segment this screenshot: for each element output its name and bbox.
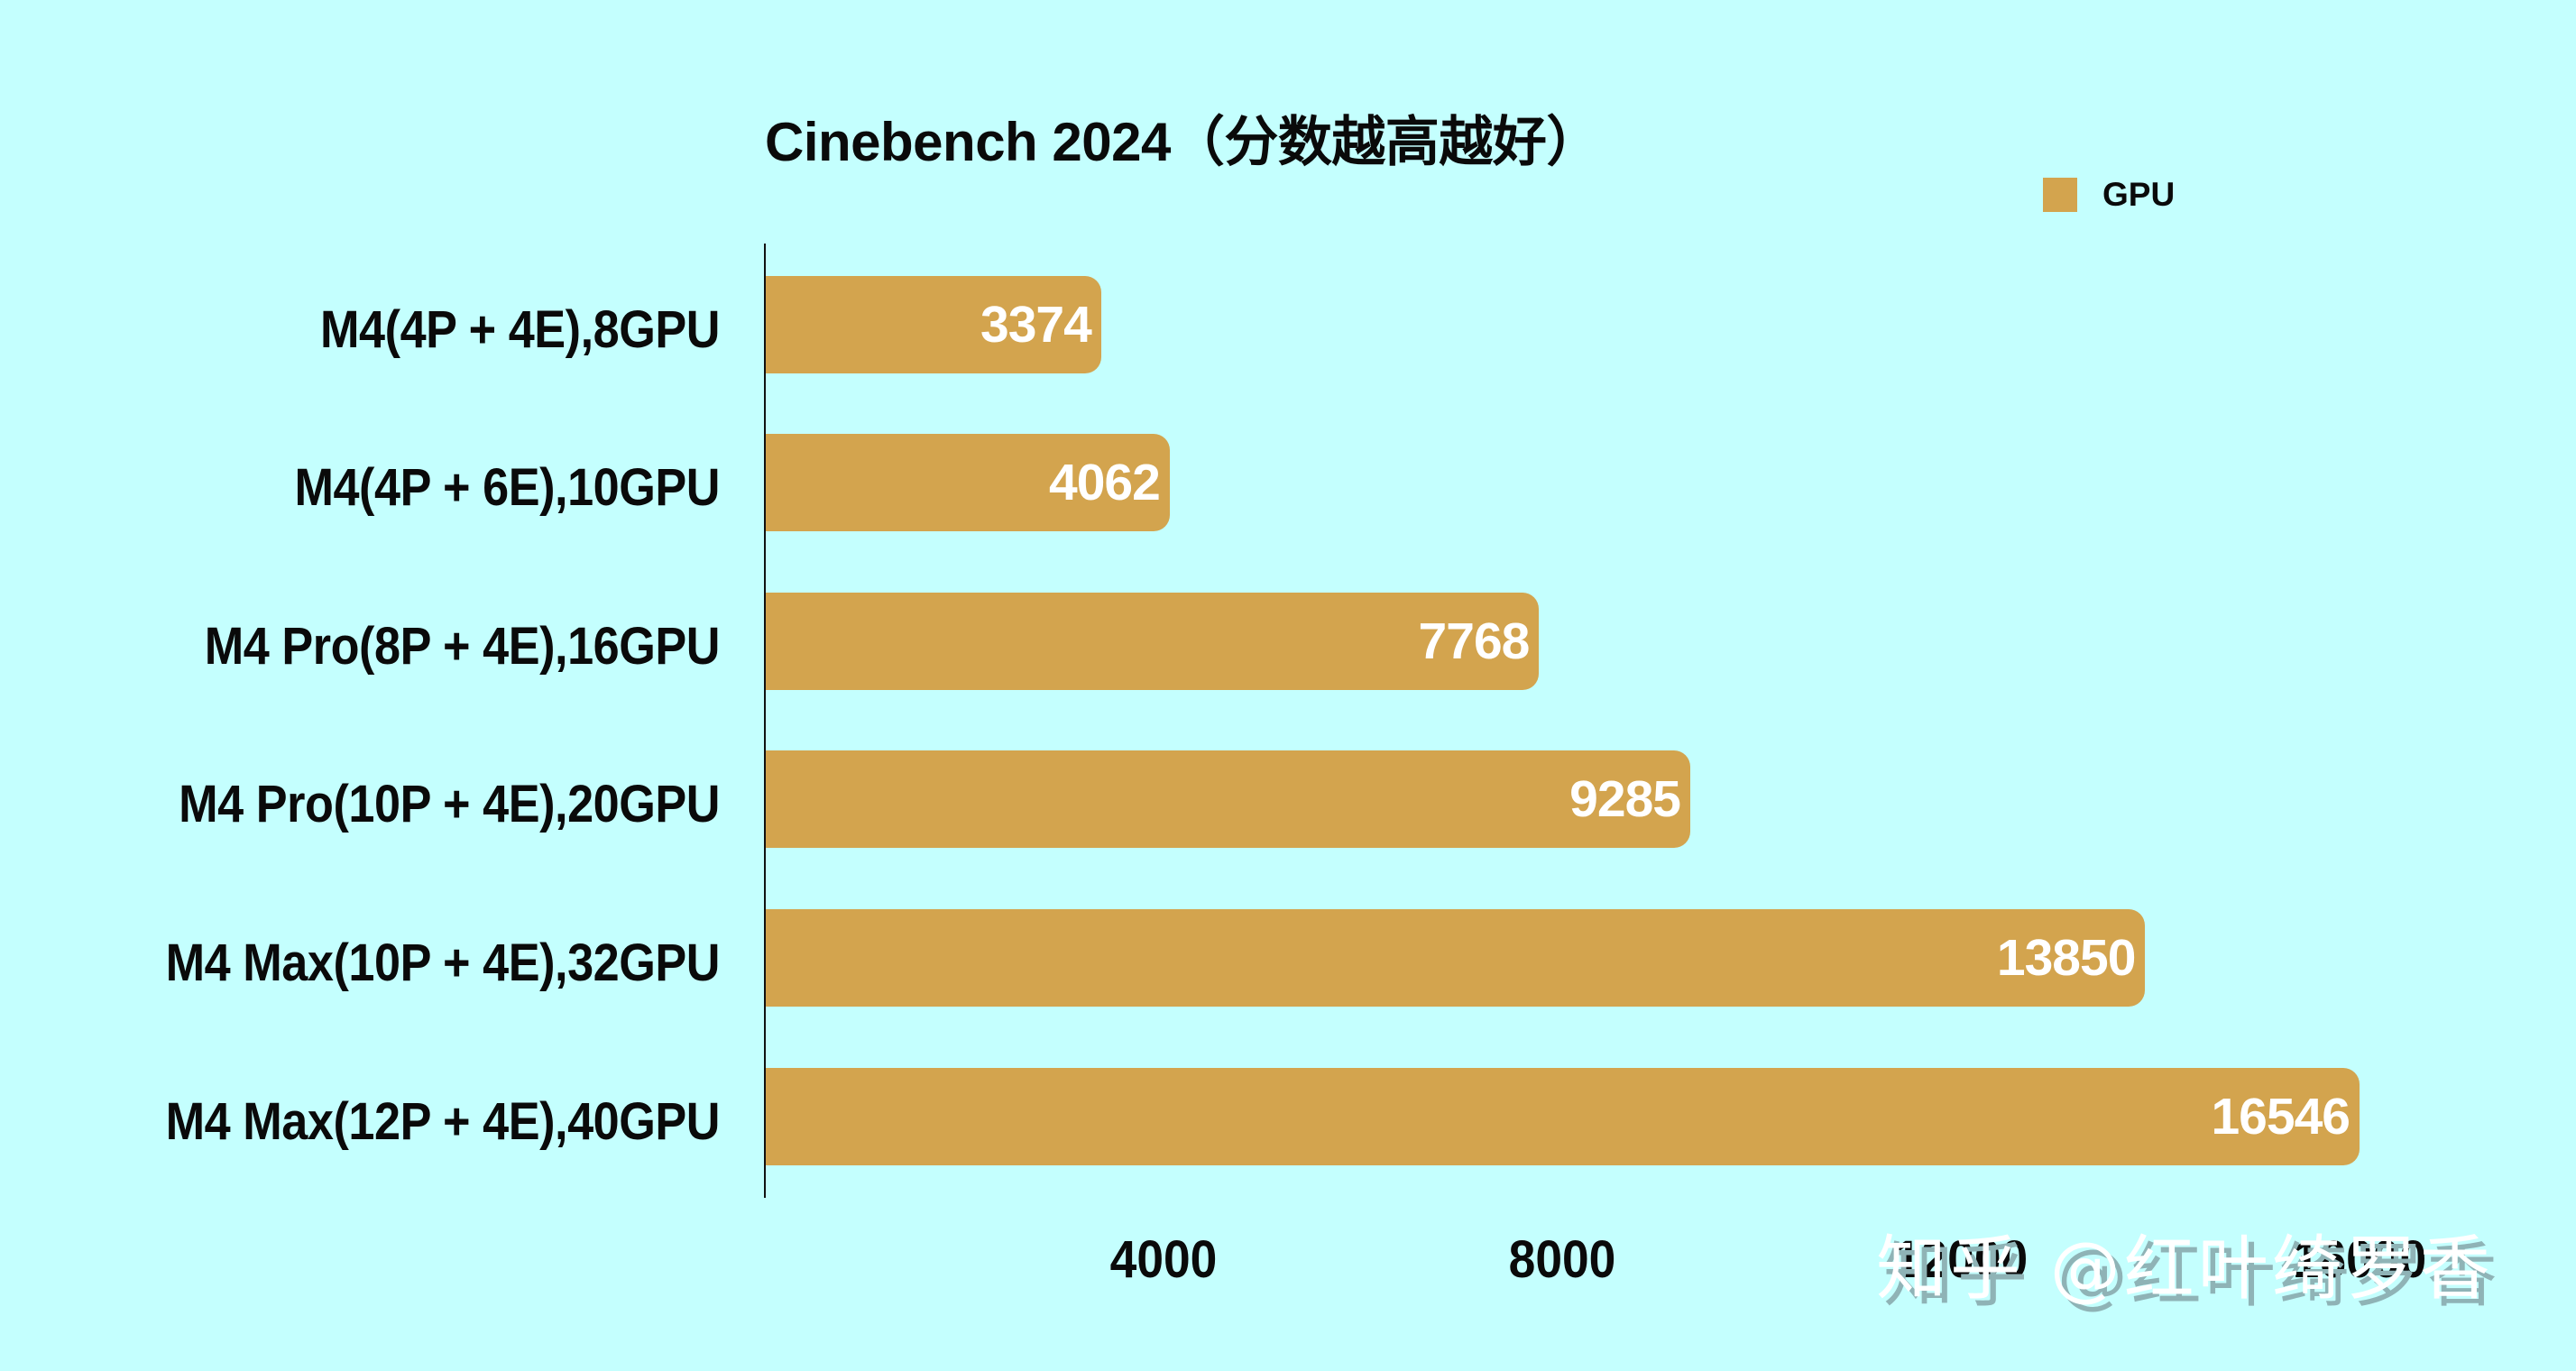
- bar: 4062: [766, 434, 1170, 531]
- legend: GPU: [2043, 178, 2175, 212]
- bar-value-label: 13850: [1996, 929, 2137, 987]
- legend-swatch-gpu: [2043, 178, 2077, 212]
- x-tick-label: 16000: [2292, 1230, 2427, 1289]
- category-label: M4(4P + 6E),10GPU: [294, 458, 720, 517]
- legend-label-gpu: GPU: [2102, 176, 2176, 213]
- x-tick-label: 12000: [1893, 1230, 2029, 1289]
- category-label: M4 Max(10P + 4E),32GPU: [165, 934, 721, 992]
- bar-value-label: 7768: [1418, 612, 1531, 670]
- chart-title: Cinebench 2024（分数越高越好）: [765, 112, 1600, 172]
- bar-value-label: 16546: [2211, 1088, 2351, 1146]
- bar: 3374: [766, 276, 1101, 373]
- category-label: M4(4P + 4E),8GPU: [320, 300, 720, 359]
- category-label: M4 Pro(10P + 4E),20GPU: [179, 775, 720, 833]
- y-axis-line: [764, 244, 766, 1198]
- bar: 16546: [766, 1068, 2360, 1165]
- bar-value-label: 3374: [980, 296, 1092, 354]
- category-label: M4 Max(12P + 4E),40GPU: [165, 1092, 721, 1151]
- bar-value-label: 9285: [1569, 770, 1681, 828]
- category-label: M4 Pro(8P + 4E),16GPU: [204, 617, 721, 676]
- bar: 7768: [766, 593, 1540, 690]
- bar: 13850: [766, 909, 2146, 1007]
- bar: 9285: [766, 750, 1690, 848]
- x-tick-label: 8000: [1508, 1230, 1616, 1289]
- bar-value-label: 4062: [1049, 454, 1161, 511]
- x-tick-label: 4000: [1109, 1230, 1218, 1289]
